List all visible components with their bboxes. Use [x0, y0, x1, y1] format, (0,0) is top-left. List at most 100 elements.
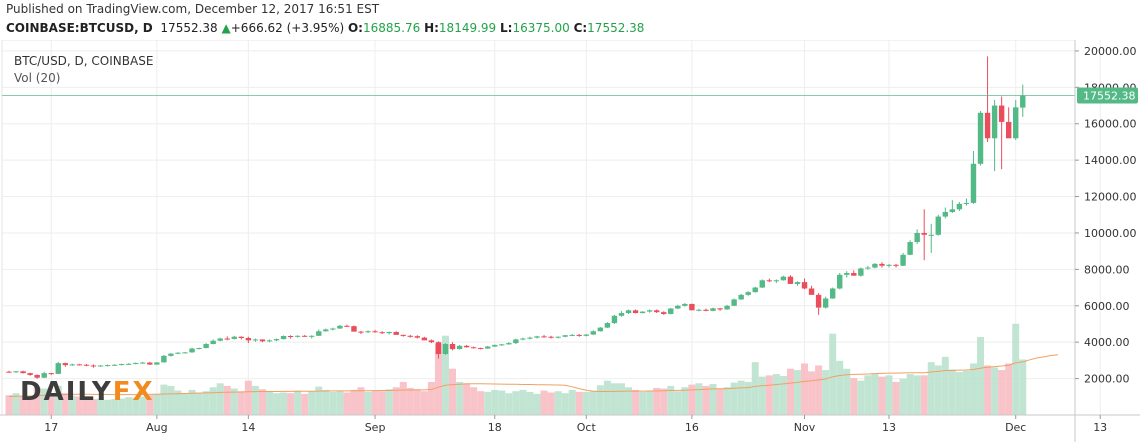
volume-bar: [434, 343, 442, 415]
volume-bar: [273, 393, 281, 415]
volume-bar: [118, 398, 126, 415]
volume-bar: [723, 387, 731, 415]
volume-bar: [491, 389, 499, 415]
candle-body: [273, 339, 280, 341]
time-axis[interactable]: 17 Aug 14 Sep 18 Oct 16 Nov 13 Dec 13: [0, 414, 1140, 434]
candle-body: [470, 347, 477, 349]
candle-body: [513, 339, 519, 344]
last-price-tag-box: [1077, 87, 1138, 104]
x-tick-label: 14: [241, 421, 255, 434]
candle-body: [682, 303, 688, 306]
volume-bar: [772, 374, 780, 415]
candle-body: [1013, 107, 1019, 139]
volume-bar: [406, 387, 414, 415]
volume-bar: [258, 389, 266, 415]
volume-bar: [547, 392, 555, 415]
candle-body: [562, 335, 568, 337]
volume-bar: [758, 376, 766, 415]
volume-bar: [850, 377, 858, 415]
volume-bar: [575, 391, 583, 415]
volume-bars: [5, 323, 1027, 415]
volume-bar: [751, 362, 759, 415]
volume-bar: [47, 395, 55, 415]
grid-lines: [1, 39, 1101, 416]
y-tick-label: 20000.00: [1084, 45, 1137, 58]
candle-body: [231, 336, 237, 339]
volume-bar: [899, 378, 907, 415]
volume-bar: [294, 390, 302, 415]
candle-body: [1020, 95, 1026, 108]
candle-body: [998, 105, 1005, 122]
volume-bar: [709, 383, 717, 415]
high-label: H:: [424, 21, 439, 35]
volume-bar: [526, 391, 534, 415]
volume-bar: [955, 372, 963, 415]
candle-body: [872, 263, 878, 268]
candle-body: [13, 371, 19, 373]
y-tick-label: 6000.00: [1084, 300, 1130, 313]
candle-body: [865, 267, 871, 269]
volume-bar: [427, 381, 435, 415]
volume-bar: [632, 389, 640, 415]
volume-bar: [589, 390, 597, 415]
candle-body: [344, 325, 350, 327]
volume-bar: [596, 385, 604, 415]
volume-bar: [251, 385, 259, 415]
candle-body: [224, 338, 230, 340]
candle-body: [829, 288, 836, 299]
candle-body: [710, 308, 716, 311]
candle-body: [287, 335, 294, 337]
volume-bar: [779, 376, 787, 415]
volume-bar: [927, 362, 935, 415]
volume-bar: [343, 392, 351, 415]
volume-bar: [209, 387, 217, 415]
dailyfx-logo: DAILYFX: [20, 377, 155, 407]
candle-body: [886, 264, 892, 266]
volume-bar: [146, 395, 154, 415]
symbol-label: COINBASE:BTCUSD, D: [6, 21, 153, 35]
candle-body: [140, 362, 146, 364]
candle-body: [435, 342, 442, 355]
candle-body: [154, 362, 160, 365]
x-tick-label: 18: [488, 421, 502, 434]
volume-bar: [991, 367, 999, 415]
candle-body: [217, 338, 223, 341]
volume-bar: [977, 337, 985, 415]
candle-body: [787, 276, 794, 284]
candlestick-chart[interactable]: 2000.00 4000.00 6000.00 8000.00 10000.00 1200…: [0, 39, 1140, 442]
y-tick-label: 2000.00: [1084, 373, 1130, 386]
volume-bar: [40, 388, 48, 415]
candle-body: [646, 310, 653, 312]
volume-bar: [948, 369, 956, 415]
up-arrow-icon: ▲: [221, 21, 231, 35]
volume-bar: [934, 365, 942, 415]
candle-body: [147, 362, 153, 365]
volume-bar: [984, 365, 992, 415]
candle-body: [752, 287, 758, 293]
volume-bar: [139, 396, 147, 415]
candle-body: [294, 335, 301, 337]
candle-body: [442, 344, 449, 355]
candle-body: [935, 216, 941, 235]
candle-body: [48, 373, 54, 375]
volume-bar: [364, 391, 372, 415]
volume-bar: [350, 389, 358, 415]
volume-bar: [104, 399, 112, 415]
candle-body: [203, 344, 209, 349]
volume-bar: [308, 391, 316, 415]
volume-bar: [582, 391, 590, 415]
y-tick-label: 12000.00: [1084, 191, 1137, 204]
candle-body: [372, 331, 378, 333]
volume-bar: [871, 374, 879, 415]
volume-bar: [1005, 363, 1013, 415]
candle-body: [175, 352, 181, 354]
candle-body: [238, 336, 245, 338]
candle-body: [133, 362, 139, 364]
candle-body: [984, 112, 991, 139]
volume-bar: [892, 381, 900, 415]
close-value: 17552.38: [587, 21, 645, 35]
volume-ma-line: [8, 354, 1059, 397]
chart-area[interactable]: 2000.00 4000.00 6000.00 8000.00 10000.00 1200…: [0, 39, 1140, 442]
volume-bar: [815, 365, 823, 415]
candle-body: [245, 337, 252, 341]
